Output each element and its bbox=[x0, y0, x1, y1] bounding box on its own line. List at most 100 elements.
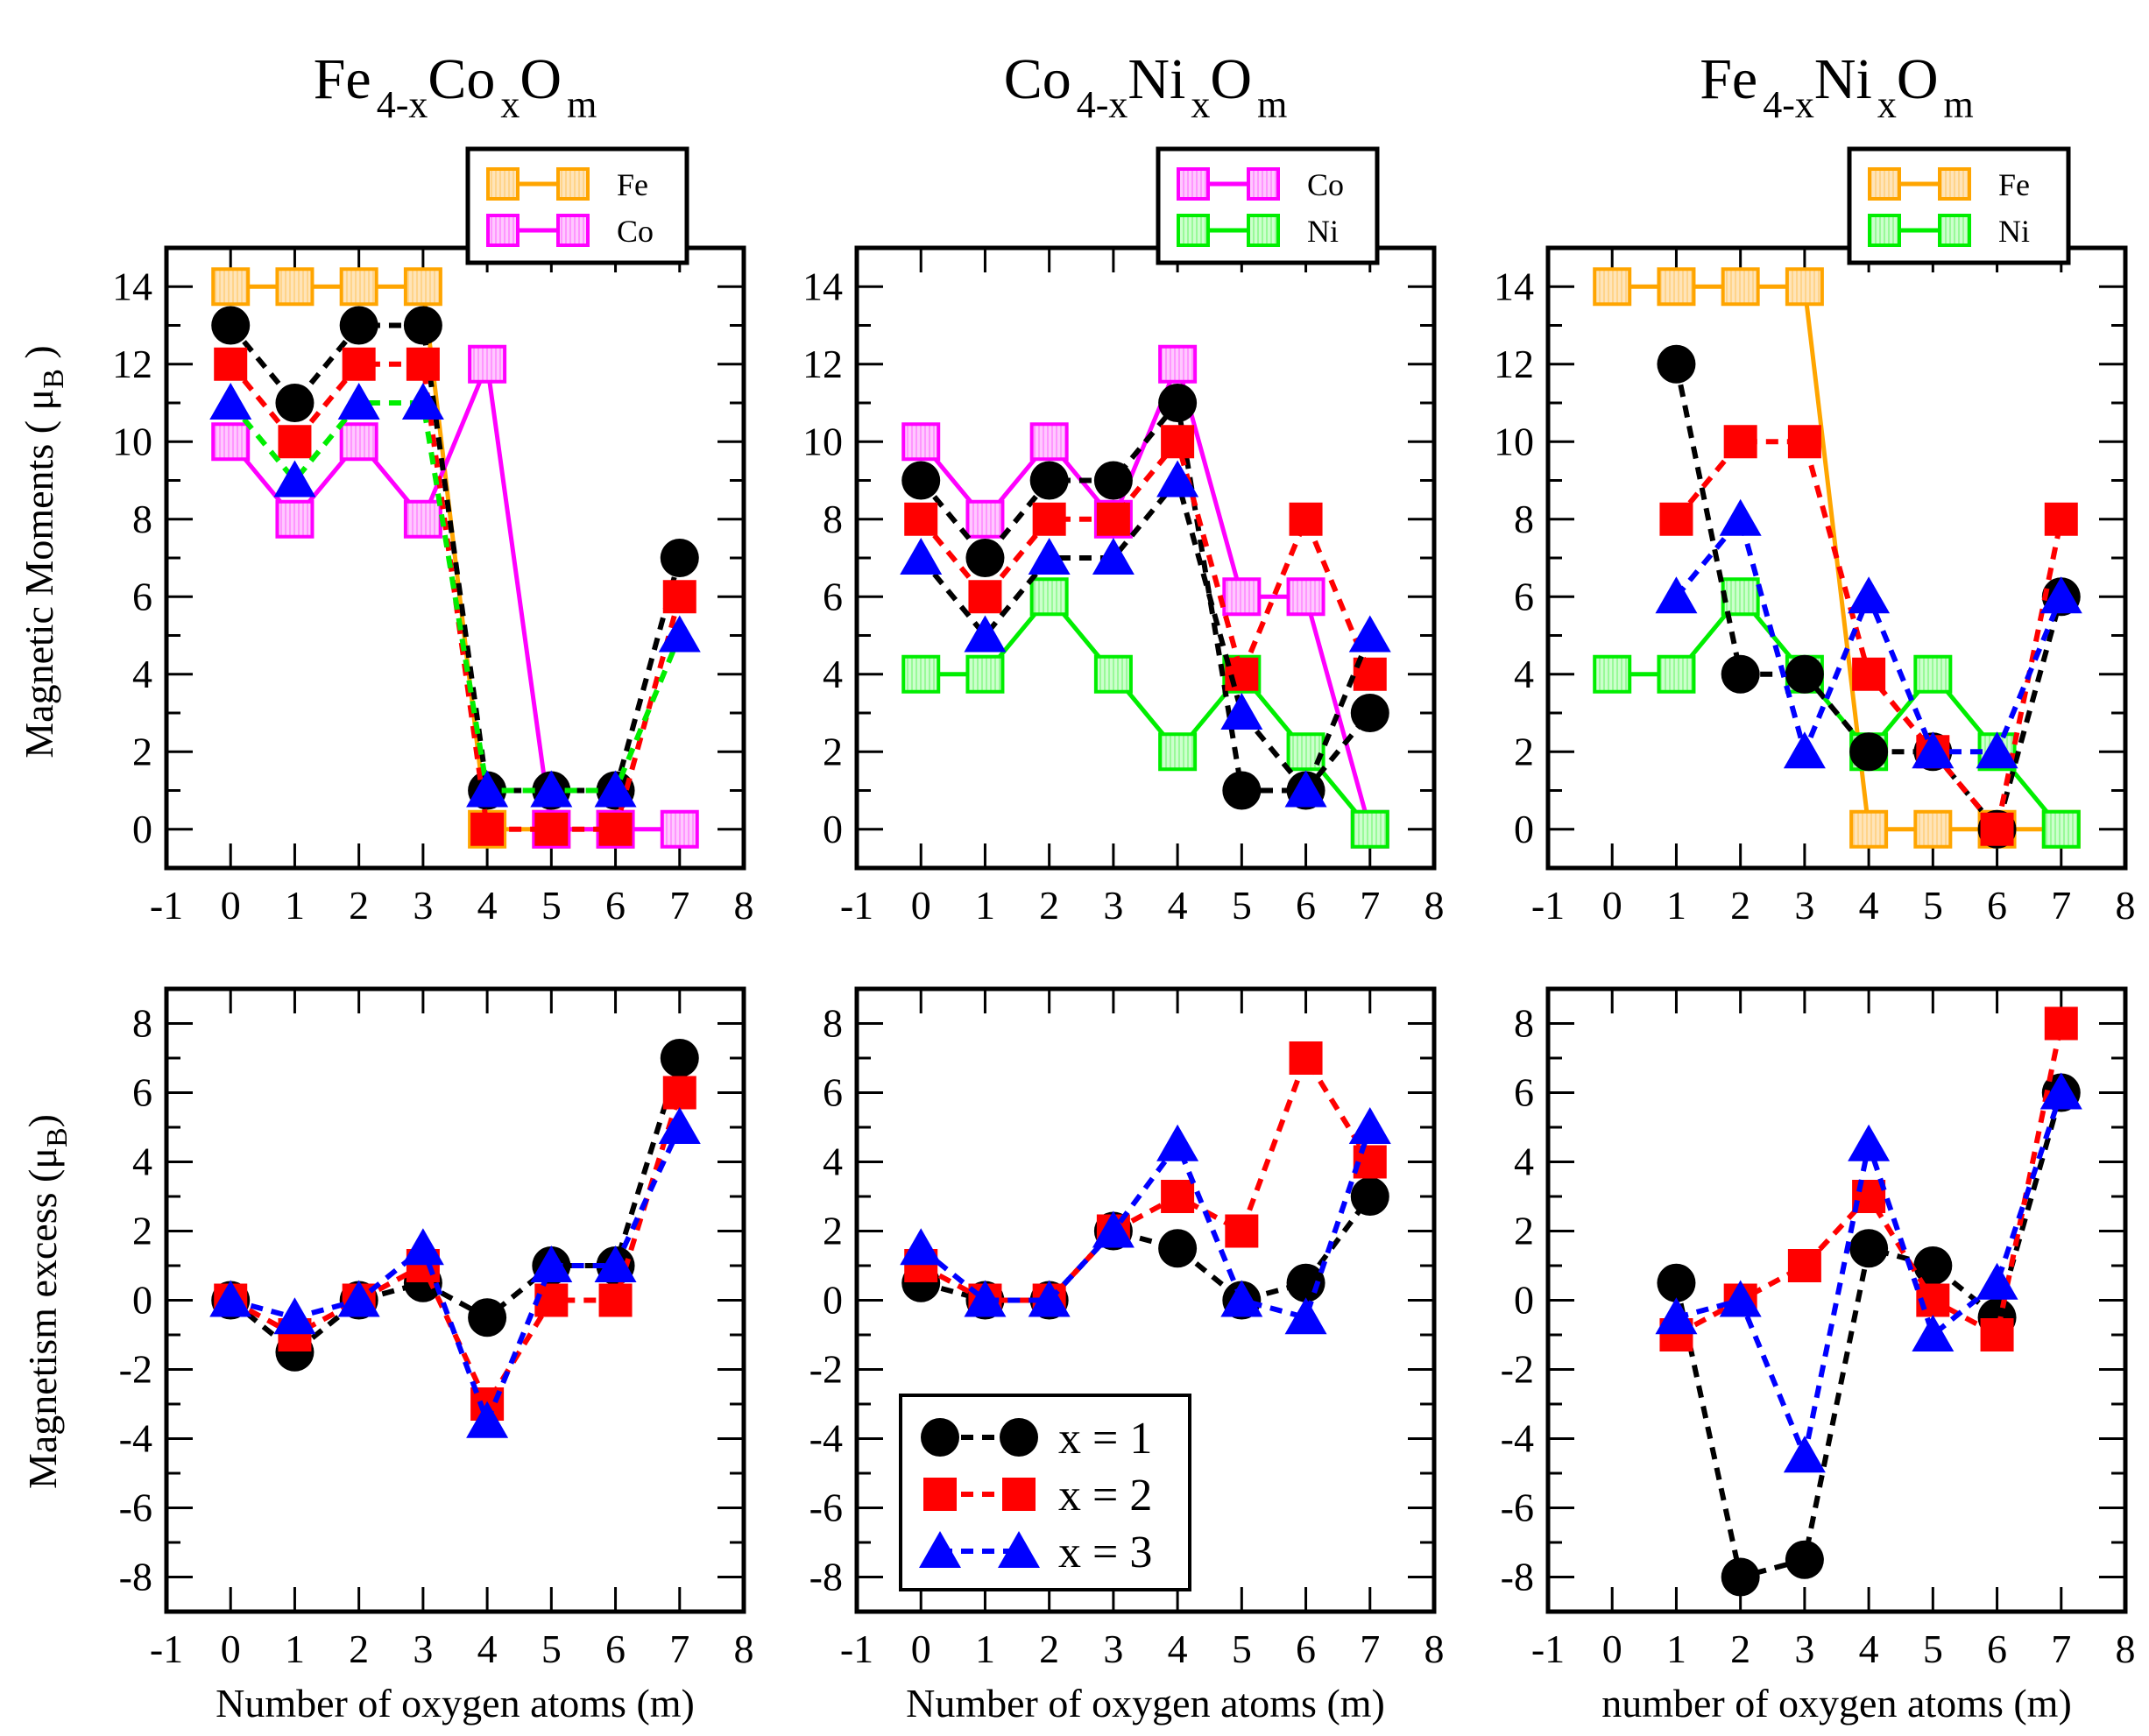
x-tick-label: 0 bbox=[911, 883, 931, 928]
data-point-x-1-m7 bbox=[1350, 694, 1389, 732]
legend-marker bbox=[921, 1418, 959, 1457]
data-point-x-3-m3 bbox=[1092, 538, 1135, 575]
y-tick-label: 2 bbox=[1514, 729, 1534, 773]
data-point-x-3-m7 bbox=[1348, 615, 1391, 653]
title-element: Co bbox=[1004, 47, 1071, 111]
data-point-x-2-m1 bbox=[968, 580, 1002, 614]
x-tick-label: 7 bbox=[1360, 1627, 1380, 1671]
y-tick-label: 8 bbox=[132, 1001, 152, 1046]
y-tick-label: 10 bbox=[112, 419, 152, 463]
y-tick-label: 6 bbox=[132, 1070, 152, 1115]
legend-entry-x-2: x = 2 bbox=[923, 1471, 1152, 1521]
x-tick-label: 2 bbox=[1039, 1627, 1059, 1671]
x-tick-label: 4 bbox=[1168, 1627, 1188, 1671]
data-point-co-m2 bbox=[1029, 422, 1069, 462]
data-point-x-3-m2 bbox=[337, 383, 380, 420]
x-tick-label: 6 bbox=[605, 1627, 626, 1671]
data-point-ni-m1 bbox=[965, 654, 1005, 694]
y-tick-label: -4 bbox=[1501, 1416, 1534, 1461]
data-point-x-3-m4 bbox=[1848, 1124, 1891, 1161]
y-tick-label: 0 bbox=[132, 807, 152, 851]
x-tick-label: 3 bbox=[1794, 883, 1814, 928]
y-tick-label: 8 bbox=[132, 497, 152, 541]
legend-label: x = 3 bbox=[1058, 1528, 1152, 1577]
data-point-x-2-m7 bbox=[662, 1076, 696, 1110]
data-point-x-1-m4 bbox=[1158, 1229, 1198, 1268]
plot-frame bbox=[1545, 245, 2128, 871]
legend: x = 1 x = 2 x = 3 bbox=[899, 1394, 1191, 1591]
legend-label: Fe bbox=[1998, 167, 2030, 202]
y-tick-label: 14 bbox=[802, 264, 843, 308]
data-point-x-2-m1 bbox=[1659, 502, 1693, 536]
x-tick-label: 4 bbox=[1859, 1627, 1879, 1671]
y-tick-label: 2 bbox=[823, 1209, 843, 1253]
data-point-x-2-m2 bbox=[342, 347, 376, 381]
data-point-x-2-m2 bbox=[1723, 425, 1757, 459]
data-point-ni-m6 bbox=[1286, 732, 1325, 772]
data-point-x-3-m5 bbox=[530, 1246, 573, 1282]
x-tick-label: 4 bbox=[1168, 883, 1188, 928]
data-point-fe-m0 bbox=[211, 267, 251, 307]
x-tick-label: 7 bbox=[2051, 1627, 2071, 1671]
ticks bbox=[857, 248, 1434, 868]
title-subscript: x bbox=[500, 83, 520, 126]
legend-label: Ni bbox=[1307, 214, 1339, 249]
data-point-x-3-m1 bbox=[273, 1297, 316, 1335]
y-tick-label: 12 bbox=[802, 342, 843, 386]
y-tick-label: 4 bbox=[132, 1140, 152, 1184]
legend-entry-co: Co bbox=[1177, 167, 1344, 202]
legend-marker bbox=[1868, 214, 1901, 247]
title-subscript: m bbox=[567, 83, 597, 126]
plot-frame bbox=[854, 245, 1437, 871]
data-point-ni-m1 bbox=[1657, 654, 1696, 694]
x-tick-label: 2 bbox=[349, 1627, 369, 1671]
data-point-x-3-m0 bbox=[900, 538, 943, 575]
series-x-3 bbox=[900, 460, 1391, 808]
x-tick-label: 8 bbox=[2116, 883, 2136, 928]
data-point-x-3-m0 bbox=[209, 1280, 252, 1317]
x-tick-label: 4 bbox=[477, 1627, 498, 1671]
data-point-x-2-m6 bbox=[1980, 1318, 2014, 1351]
x-tick-label: 2 bbox=[349, 883, 369, 928]
y-axis-label-top: Magnetic Moments ( μB ) bbox=[17, 345, 70, 759]
data-point-x-3-m4 bbox=[1156, 460, 1199, 498]
data-point-x-1-m4 bbox=[1849, 1229, 1889, 1268]
legend: Co Ni bbox=[1156, 146, 1380, 265]
legend-marker bbox=[556, 214, 590, 247]
data-point-x-3-m4 bbox=[466, 1401, 509, 1438]
y-tick-label: -4 bbox=[809, 1416, 843, 1461]
x-tick-label: 5 bbox=[1232, 883, 1252, 928]
data-point-x-1-m7 bbox=[660, 539, 699, 577]
data-point-x-3-m7 bbox=[2039, 576, 2082, 614]
plot-frame bbox=[164, 245, 746, 871]
y-tick-label: -4 bbox=[119, 1416, 152, 1461]
y-tick-label: -8 bbox=[809, 1555, 843, 1599]
data-point-x-1-m3 bbox=[1785, 654, 1824, 694]
x-tick-label: 3 bbox=[1103, 1627, 1123, 1671]
series-x-2 bbox=[1659, 425, 2078, 846]
y-tick-label: 4 bbox=[1514, 652, 1534, 696]
data-point-x-2-m4 bbox=[1852, 657, 1886, 691]
title-subscript: 4-x bbox=[377, 83, 428, 126]
y-tick-label: 8 bbox=[1514, 497, 1534, 541]
legend: Fe Ni bbox=[1847, 146, 2071, 265]
data-point-x-2-m3 bbox=[1787, 1249, 1821, 1282]
title-element: Fe bbox=[314, 47, 371, 111]
y-tick-label: 2 bbox=[132, 729, 152, 773]
legend-marker bbox=[1868, 167, 1901, 201]
data-point-x-3-m7 bbox=[658, 1107, 701, 1144]
x-tick-label: -1 bbox=[840, 883, 873, 928]
data-point-x-1-m1 bbox=[965, 539, 1005, 577]
data-point-x-3-m5 bbox=[1220, 1280, 1263, 1317]
x-tick-label: -1 bbox=[1531, 1627, 1565, 1671]
y-tick-label: 12 bbox=[112, 342, 152, 386]
data-point-x-1-m1 bbox=[1657, 344, 1696, 384]
title-element: O bbox=[1210, 47, 1252, 111]
legend-marker bbox=[919, 1531, 961, 1568]
data-point-x-2-m3 bbox=[1787, 425, 1821, 459]
data-point-x-3-m0 bbox=[209, 383, 252, 420]
legend-entry-x-1: x = 1 bbox=[921, 1414, 1152, 1464]
